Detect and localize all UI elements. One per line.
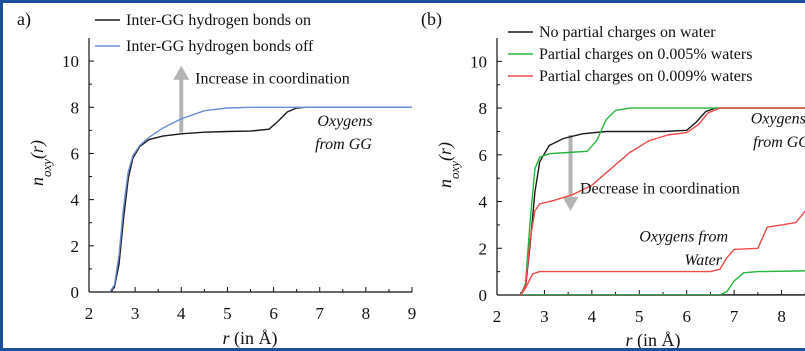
series-line bbox=[520, 270, 805, 295]
x-tick-label: 3 bbox=[131, 304, 140, 323]
legend-label: Partial charges on 0.005% waters bbox=[539, 46, 752, 63]
x-tick-label: 4 bbox=[177, 304, 186, 323]
legend-label: Inter-GG hydrogen bonds on bbox=[126, 12, 311, 29]
y-axis-label-arg: (r) bbox=[27, 140, 48, 159]
x-axis-label: r (in Å) bbox=[625, 330, 680, 351]
y-axis-label-sub: oxy bbox=[447, 161, 462, 179]
series-line bbox=[109, 106, 412, 292]
y-tick-label: 8 bbox=[71, 98, 80, 117]
annotation-arrow-head bbox=[562, 196, 579, 211]
y-tick-label: 0 bbox=[479, 286, 488, 305]
x-tick-label: 7 bbox=[730, 307, 739, 326]
y-tick-label: 10 bbox=[62, 52, 79, 71]
annotation-label: Water bbox=[684, 252, 722, 269]
annotation-arrow-head bbox=[173, 65, 190, 80]
annotation-label: Oxygens bbox=[317, 113, 372, 130]
y-tick-label: 2 bbox=[479, 239, 488, 258]
series-line bbox=[520, 107, 805, 295]
x-tick-label: 5 bbox=[635, 307, 644, 326]
x-tick-label: 2 bbox=[85, 304, 94, 323]
x-tick-label: 9 bbox=[408, 304, 417, 323]
series-line bbox=[109, 106, 412, 292]
legend-label: Inter-GG hydrogen bonds off bbox=[126, 38, 314, 55]
y-tick-label: 6 bbox=[71, 144, 80, 163]
x-tick-label: 8 bbox=[777, 307, 786, 326]
legend-label: Partial charges on 0.009% waters bbox=[539, 68, 752, 85]
annotation-coordination-label: Decrease in coordination bbox=[580, 181, 740, 198]
series-line bbox=[520, 210, 805, 295]
x-tick-label: 8 bbox=[362, 304, 371, 323]
annotation-label: from GG bbox=[315, 136, 372, 153]
y-tick-label: 4 bbox=[479, 193, 488, 212]
x-tick-label: 5 bbox=[223, 304, 232, 323]
x-axis-label-var: r bbox=[222, 328, 230, 348]
x-tick-label: 2 bbox=[493, 307, 502, 326]
y-axis-label-main: n bbox=[435, 179, 455, 188]
legend: No partial charges on water Partial charg… bbox=[508, 24, 752, 85]
x-axis-label-unit: (in Å) bbox=[633, 330, 681, 351]
legend-label: No partial charges on water bbox=[539, 24, 716, 41]
series-group bbox=[520, 107, 805, 295]
y-tick-label: 0 bbox=[71, 283, 80, 302]
annotation-label: from GG bbox=[753, 134, 805, 151]
y-tick-label: 6 bbox=[479, 146, 488, 165]
y-tick-label: 8 bbox=[479, 99, 488, 118]
y-axis-label-main: n bbox=[27, 177, 47, 186]
series-group bbox=[109, 106, 412, 292]
legend: Inter-GG hydrogen bonds on Inter-GG hydro… bbox=[95, 12, 314, 55]
x-tick-label: 6 bbox=[682, 307, 691, 326]
x-axis-label-unit: (in Å) bbox=[230, 328, 278, 349]
annotation-label: Oxygens from bbox=[639, 228, 728, 245]
panel-label: a) bbox=[17, 9, 31, 30]
x-tick-label: 3 bbox=[540, 307, 549, 326]
y-axis-label-arg: (r) bbox=[435, 142, 456, 161]
x-tick-label: 7 bbox=[315, 304, 324, 323]
annotation-label: Oxygens bbox=[751, 110, 805, 127]
panel-label: (b) bbox=[421, 9, 442, 30]
x-tick-label: 6 bbox=[269, 304, 278, 323]
y-axis-label-sub: oxy bbox=[39, 159, 54, 177]
y-axis-label: noxy(r) bbox=[435, 142, 462, 188]
y-tick-label: 10 bbox=[470, 52, 487, 71]
x-axis-label: r (in Å) bbox=[222, 328, 277, 349]
y-axis-label: noxy(r) bbox=[27, 140, 54, 186]
x-tick-label: 4 bbox=[588, 307, 597, 326]
x-axis-label-var: r bbox=[625, 330, 633, 350]
y-tick-label: 4 bbox=[71, 191, 80, 210]
annotation-coordination-label: Increase in coordination bbox=[195, 70, 350, 87]
y-tick-label: 2 bbox=[71, 237, 80, 256]
series-line bbox=[520, 107, 805, 295]
